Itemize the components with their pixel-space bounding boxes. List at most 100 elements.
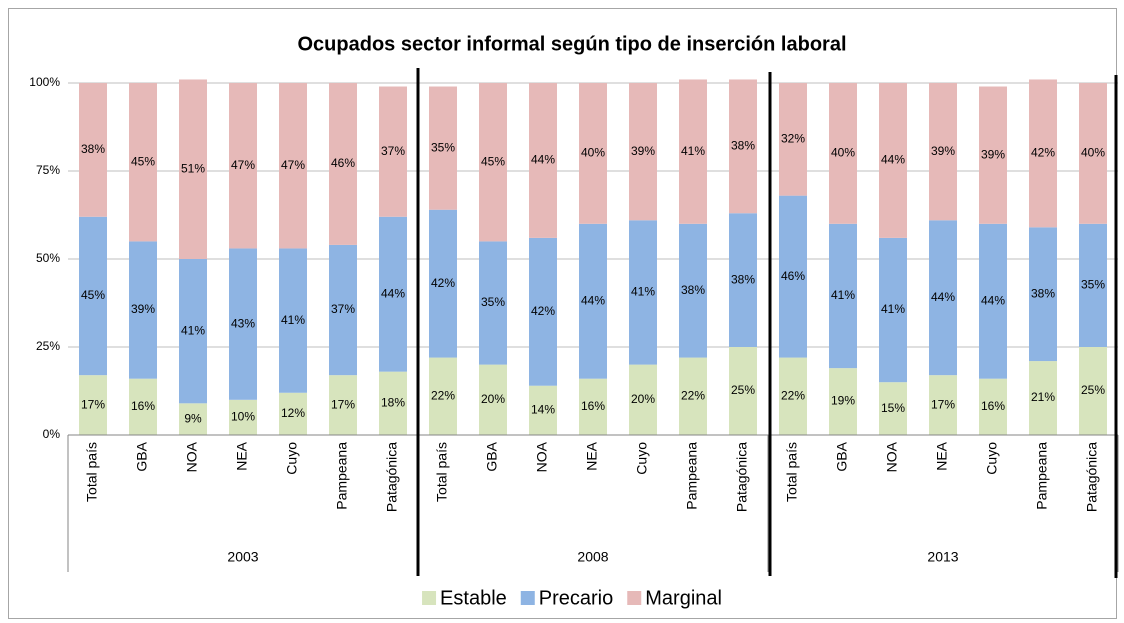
data-label: 44% bbox=[981, 293, 1005, 307]
bar-segment bbox=[229, 248, 257, 400]
x-tick-label: Pampeana bbox=[684, 442, 700, 510]
data-label: 40% bbox=[831, 146, 855, 160]
bar-segment bbox=[629, 364, 657, 435]
bar-segment bbox=[779, 195, 807, 358]
bar-segment bbox=[329, 375, 357, 435]
data-label: 38% bbox=[731, 272, 755, 286]
bar-segment bbox=[179, 403, 207, 435]
data-label: 41% bbox=[881, 302, 905, 316]
data-label: 39% bbox=[981, 147, 1005, 161]
x-tick-label: GBA bbox=[834, 441, 850, 471]
data-label: 40% bbox=[1081, 146, 1105, 160]
x-tick-label: NEA bbox=[584, 441, 600, 470]
x-tick-label: Patagónica bbox=[1084, 442, 1100, 512]
bar-segment bbox=[279, 83, 307, 249]
bar-segment bbox=[279, 248, 307, 393]
data-label: 47% bbox=[231, 158, 255, 172]
data-label: 38% bbox=[681, 283, 705, 297]
data-label: 41% bbox=[631, 285, 655, 299]
legend-label: Precario bbox=[539, 587, 613, 609]
data-label: 18% bbox=[381, 395, 405, 409]
data-label: 37% bbox=[331, 302, 355, 316]
data-label: 20% bbox=[481, 392, 505, 406]
data-label: 12% bbox=[281, 406, 305, 420]
x-tick-label: NEA bbox=[234, 441, 250, 470]
data-label: 25% bbox=[731, 383, 755, 397]
data-label: 37% bbox=[381, 144, 405, 158]
data-label: 45% bbox=[81, 288, 105, 302]
data-label: 17% bbox=[931, 397, 955, 411]
data-label: 40% bbox=[581, 146, 605, 160]
data-label: 10% bbox=[231, 410, 255, 424]
bar-segment bbox=[879, 382, 907, 435]
bar-segment bbox=[179, 79, 207, 259]
data-label: 41% bbox=[181, 323, 205, 337]
bar-segment bbox=[579, 378, 607, 435]
x-tick-label: Cuyo bbox=[634, 442, 650, 475]
data-label: 19% bbox=[831, 394, 855, 408]
data-label: 39% bbox=[931, 144, 955, 158]
group-label: 2008 bbox=[577, 549, 608, 565]
x-tick-label: NEA bbox=[934, 441, 950, 470]
bar-segment bbox=[679, 79, 707, 224]
bar-segment bbox=[329, 83, 357, 245]
bar-segment bbox=[929, 83, 957, 221]
bar-segment bbox=[79, 375, 107, 435]
bar-segment bbox=[879, 83, 907, 238]
data-label: 17% bbox=[81, 397, 105, 411]
data-label: 16% bbox=[981, 399, 1005, 413]
bar-segment bbox=[529, 83, 557, 238]
legend-swatch bbox=[422, 591, 437, 605]
bar-segment bbox=[329, 244, 357, 376]
bar-segment bbox=[629, 220, 657, 365]
bar-segment bbox=[229, 399, 257, 435]
bar-segment bbox=[979, 223, 1007, 379]
bar-segment bbox=[479, 241, 507, 365]
x-tick-label: Total país bbox=[434, 442, 450, 502]
bar-segment bbox=[379, 86, 407, 217]
data-label: 45% bbox=[131, 154, 155, 168]
bar-segment bbox=[579, 223, 607, 379]
x-tick-label: GBA bbox=[134, 441, 150, 471]
chart-title: Ocupados sector informal según tipo de i… bbox=[298, 33, 847, 55]
data-label: 44% bbox=[531, 153, 555, 167]
data-label: 44% bbox=[931, 290, 955, 304]
bar-segment bbox=[129, 378, 157, 435]
bar-segment bbox=[979, 86, 1007, 224]
data-label: 46% bbox=[781, 269, 805, 283]
legend: Estable Precario Marginal bbox=[422, 587, 722, 609]
bar-segment bbox=[379, 371, 407, 435]
bar-segment bbox=[429, 357, 457, 435]
data-label: 41% bbox=[831, 288, 855, 302]
x-tick-label: Pampeana bbox=[334, 442, 350, 510]
data-label: 9% bbox=[184, 411, 202, 425]
y-tick-label: 100% bbox=[29, 75, 60, 89]
bar-segment bbox=[529, 385, 557, 435]
x-tick-label: NOA bbox=[184, 441, 200, 472]
x-tick-label: NOA bbox=[884, 441, 900, 472]
x-tick-label: Total país bbox=[784, 442, 800, 502]
bar-segment bbox=[379, 216, 407, 372]
data-label: 14% bbox=[531, 403, 555, 417]
data-label: 41% bbox=[281, 313, 305, 327]
data-label: 38% bbox=[81, 142, 105, 156]
bar-segment bbox=[79, 83, 107, 217]
bar-segment bbox=[1079, 223, 1107, 347]
bar-segment bbox=[879, 237, 907, 383]
bar-segment bbox=[829, 83, 857, 224]
data-label: 16% bbox=[581, 399, 605, 413]
data-label: 42% bbox=[531, 304, 555, 318]
data-label: 16% bbox=[131, 399, 155, 413]
data-label: 22% bbox=[781, 388, 805, 402]
legend-swatch bbox=[627, 591, 642, 605]
data-label: 39% bbox=[131, 302, 155, 316]
bar-segment bbox=[979, 378, 1007, 435]
group-label: 2003 bbox=[227, 549, 258, 565]
data-label: 44% bbox=[881, 153, 905, 167]
bar-segment bbox=[1029, 361, 1057, 435]
x-tick-label: Patagónica bbox=[734, 442, 750, 512]
data-label: 21% bbox=[1031, 390, 1055, 404]
data-label: 25% bbox=[1081, 383, 1105, 397]
bar-segment bbox=[79, 216, 107, 376]
